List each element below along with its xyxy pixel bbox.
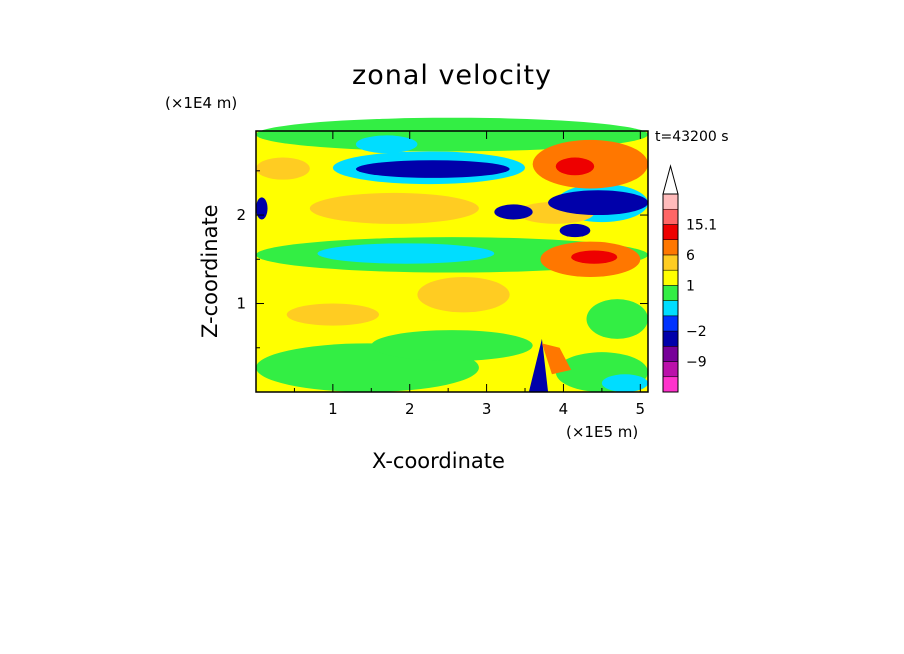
x-tick-label: 3 [482,400,492,418]
colorbar-swatch [662,269,679,286]
x-tick-label: 5 [636,400,646,418]
colorbar-swatch [662,208,679,225]
band-green-top [256,117,648,152]
jet-blue-mid [559,223,591,238]
x-axis-label: X-coordinate [372,449,505,473]
colorbar-tick-label: −9 [686,355,707,371]
plot-frame [255,130,649,393]
colorbar-swatch [662,193,679,210]
z-axis-unit: (×1E4 m) [165,94,238,112]
band-cyan-mid [317,243,495,264]
patch-orange-6 [286,303,379,326]
band-cyan-sfc [601,374,648,393]
colorbar-extend-arrow [662,164,679,195]
x-tick-label: 2 [405,400,415,418]
colorbar-swatch [662,315,679,332]
colorbar-tick-label: 6 [686,248,695,264]
core-red-mid [571,250,618,264]
x-tick-label: 1 [328,400,338,418]
x-axis-unit: (×1E5 m) [566,423,639,441]
y-tick-label: 1 [236,295,246,313]
chart-title: zonal velocity [352,60,552,91]
colorbar-swatch [662,361,679,378]
colorbar-swatch [662,224,679,240]
y-tick-label: 2 [236,206,246,224]
colorbar-tick-label: −2 [686,324,707,340]
colorbar-swatch [662,285,679,301]
colorbar-tick-label: 1 [686,278,695,294]
core-red-upper [555,157,595,176]
colorbar-swatch [662,300,679,317]
jet-blue-left [256,197,268,220]
colorbar-swatch [662,254,679,271]
colorbar-frame [662,193,679,393]
time-label: t=43200 s [655,129,729,145]
patch-orange-5 [417,276,510,313]
band-green-low2 [371,330,533,362]
mountain-wave-orange [541,343,572,375]
band-cyan-ul [355,135,418,154]
jet-blue-right [548,190,649,216]
colorbar-swatch [662,330,679,347]
band-green-r [586,299,648,339]
mountain-wave-blue [528,338,572,392]
x-tick-label: 4 [559,400,569,418]
colorbar-swatch [662,239,679,256]
colorbar-swatch [662,376,679,393]
colorbar-tick-label: 15.1 [686,217,717,233]
patch-orange-1 [255,157,310,180]
colorbar-swatch [662,346,679,362]
patch-orange-2 [309,192,479,224]
jet-blue-small [494,204,533,220]
jet-blue-upper [355,160,510,178]
